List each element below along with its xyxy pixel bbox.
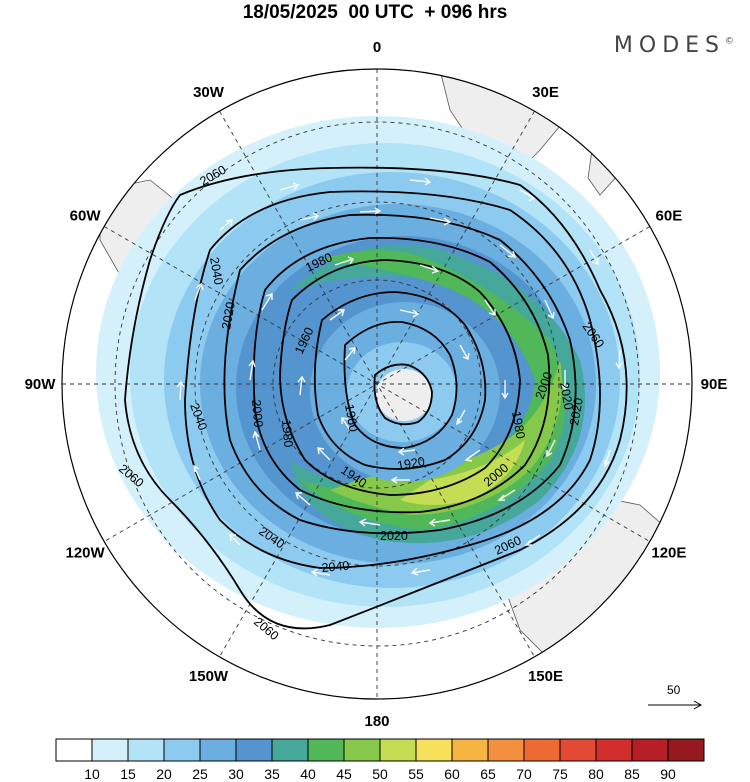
colorbar-box (523, 738, 561, 762)
longitude-label: 30E (532, 84, 559, 101)
colorbar-tick-label: 25 (192, 766, 208, 782)
colorbar-boxes (55, 738, 705, 762)
colorbar-tick-label: 50 (372, 766, 388, 782)
contour-2060 (124, 166, 628, 630)
map-boundary (61, 68, 693, 700)
colorbar-box (307, 738, 345, 762)
longitude-label: 180 (364, 713, 389, 730)
polar-map: 2060 2060 2060 2060 2060 2040 2040 2040 … (25, 39, 728, 730)
colorbar-tick-label: 75 (552, 766, 568, 782)
contour-label: 2020 (567, 397, 586, 427)
colorbar: 10 15 20 25 30 35 40 45 50 55 60 65 70 75 80 85 90 (55, 738, 705, 782)
map-disk (62, 69, 692, 699)
colorbar-tick-label: 15 (120, 766, 136, 782)
longitude-label: 60E (656, 208, 683, 225)
colorbar-tick-label: 65 (480, 766, 496, 782)
vector-reference-label: 50 (667, 683, 681, 697)
contour-1980 (279, 259, 521, 496)
longitude-label: 90W (25, 376, 57, 393)
colorbar-tick-label: 70 (516, 766, 532, 782)
contour-1920 (373, 363, 433, 426)
longitude-label: 150W (189, 668, 229, 685)
colorbar-tick-label: 40 (300, 766, 316, 782)
colorbar-box (199, 738, 237, 762)
contour-2000 (252, 236, 551, 514)
colorbar-tick-label: 10 (84, 766, 100, 782)
colorbar-tick-label: 80 (588, 766, 604, 782)
longitude-label: 120E (651, 545, 686, 562)
colorbar-tick-label: 45 (336, 766, 352, 782)
colorbar-box (55, 738, 93, 762)
contour-label: 1960 (342, 403, 361, 433)
colorbar-box (379, 738, 417, 762)
colorbar-tick-label: 35 (264, 766, 280, 782)
contour-label: 2020 (219, 301, 238, 331)
colorbar-box (451, 738, 489, 762)
colorbar-ticks: 10 15 20 25 30 35 40 45 50 55 60 65 70 75 80 85 90 (84, 766, 676, 782)
contour-label: 2000 (249, 399, 265, 428)
brand-name: MODES (613, 33, 725, 58)
colorbar-box (595, 738, 633, 762)
contour-2040 (184, 190, 601, 569)
colorbar-box (631, 738, 669, 762)
colorbar-tick-label: 20 (156, 766, 172, 782)
longitude-label: 30W (193, 84, 225, 101)
colorbar-tick-label: 60 (444, 766, 460, 782)
longitude-label: 60W (70, 208, 102, 225)
colorbar-box (235, 738, 273, 762)
longitude-label: 120W (66, 545, 106, 562)
contour-label: 2040 (321, 559, 350, 575)
modes-logo: MODES© (614, 33, 734, 58)
colorbar-box (127, 738, 165, 762)
colorbar-tick-label: 85 (624, 766, 640, 782)
colorbar-box (91, 738, 129, 762)
colorbar-box (559, 738, 597, 762)
copyright-mark: © (725, 36, 734, 47)
colorbar-tick-label: 90 (660, 766, 676, 782)
contour-1960 (313, 291, 487, 470)
contour-label: 2020 (380, 529, 408, 543)
colorbar-tick-label: 30 (228, 766, 244, 782)
colorbar-box (163, 738, 201, 762)
contour-label: 1920 (396, 454, 426, 473)
longitude-labels: 0 30E 60E 90E 120E 150E 180 150W 120W 90W 60W 30W (25, 39, 728, 730)
longitude-label: 90E (701, 376, 728, 393)
contour-label: 1980 (509, 410, 528, 440)
colorbar-box (343, 738, 381, 762)
longitude-label: 150E (528, 668, 563, 685)
colorbar-box (487, 738, 525, 762)
map-title: 18/05/2025 00 UTC + 096 hrs (242, 2, 508, 23)
contour-label: 2040 (207, 256, 226, 286)
longitude-label: 0 (373, 39, 381, 56)
height-contours (124, 166, 628, 630)
contour-1940 (343, 320, 458, 449)
colorbar-box (415, 738, 453, 762)
colorbar-box (271, 738, 309, 762)
wind-vectors (176, 177, 623, 577)
colorbar-box (667, 738, 705, 762)
contour-label: 1980 (279, 419, 295, 448)
graticule (62, 69, 692, 699)
contour-label: 2020 (557, 381, 576, 411)
vector-reference: 50 (648, 683, 703, 710)
contour-2020 (223, 213, 577, 535)
colorbar-tick-label: 55 (408, 766, 424, 782)
